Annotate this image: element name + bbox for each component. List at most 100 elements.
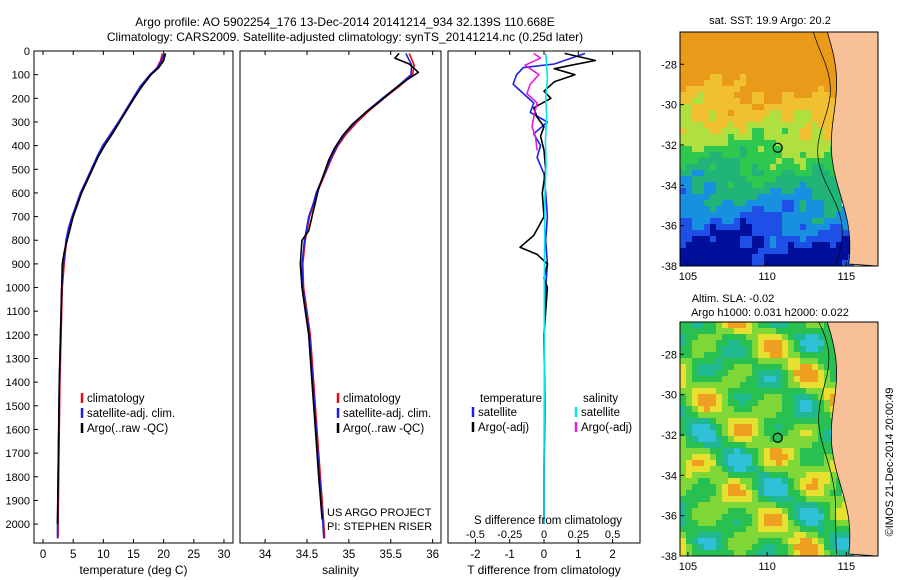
y-tick-label: 100 (12, 70, 30, 82)
series-line-argo-raw-qc- (56, 53, 167, 525)
s-tick-label: 0 (541, 529, 547, 541)
plot-frame (239, 50, 442, 544)
legend-label: Argo(..raw -QC) (343, 423, 424, 435)
x-tick-label: 115 (838, 271, 856, 283)
sst-map-panel: 105 110 115 -28 -30 -32 -34 -36 -38 sat. SST: 19.… (661, 15, 879, 283)
shelf-contour (812, 32, 843, 265)
x-tick-label: 110 (758, 561, 776, 573)
y-tick-label: -36 (661, 511, 677, 523)
s-tick-label: 0.5 (605, 529, 620, 541)
land-area (826, 322, 878, 556)
legend-label: satellite-adj. clim. (343, 408, 431, 420)
y-tick-label: 1400 (6, 377, 30, 389)
y-tick-label: 1900 (6, 495, 30, 507)
title-line-2: Climatology: CARS2009. Satellite-adjuste… (107, 30, 583, 44)
sst-title: sat. SST: 19.9 Argo: 20.2 (709, 15, 831, 27)
x-tick-label: 35 (342, 549, 355, 561)
x-tick-label: 115 (838, 561, 856, 573)
series-line-temperature-satellite (512, 52, 586, 525)
x-tick-label: 110 (758, 271, 776, 283)
s-tick-label: -0.5 (466, 529, 485, 541)
s-tick-label: -0.25 (497, 529, 522, 541)
argo-position-marker (772, 142, 783, 153)
y-tick-label: 1300 (6, 354, 30, 366)
salinity-panel: 34 34.5 35 35.5 36 salinity climatology satelli… (239, 50, 442, 577)
x-tick-label: -1 (505, 549, 515, 561)
legend-label: satellite (581, 407, 620, 419)
y-tick-label: 1700 (6, 448, 30, 460)
y-tick-label: -32 (661, 430, 677, 442)
s-tick-label: 0.25 (568, 529, 589, 541)
temperature-panel: 0 5 10 15 20 25 300100200300400500600700800900… (6, 46, 234, 577)
x-tick-label: 0 (40, 549, 46, 561)
y-tick-label: 0 (24, 46, 30, 58)
x-axis-label: T difference from climatology (467, 563, 621, 577)
x-tick-label: 0 (541, 549, 547, 561)
legend-label: climatology (343, 393, 401, 405)
x-tick-label: 5 (70, 549, 76, 561)
y-tick-label: -30 (661, 390, 677, 402)
y-tick-label: 1100 (6, 306, 30, 318)
legend-label: satellite (478, 407, 517, 419)
legend-label: Argo(..raw -QC) (87, 423, 168, 435)
map-frame (679, 31, 879, 267)
x-tick-label: 30 (218, 549, 231, 561)
x-tick-label: 34.5 (296, 549, 318, 561)
y-tick-label: 500 (12, 164, 30, 176)
map-frame (679, 321, 879, 557)
legend-label: climatology (87, 393, 145, 405)
series-line-salinity-satellite (543, 53, 549, 525)
land-area (826, 32, 878, 266)
y-tick-label: -38 (661, 261, 677, 273)
y-tick-label: 600 (12, 188, 30, 200)
x-axis-label: temperature (deg C) (79, 563, 187, 577)
imos-stamp: ©IMOS 21-Dec-2014 20:00:49 (884, 388, 896, 537)
y-tick-label: 800 (12, 235, 30, 247)
y-tick-label: 1200 (6, 330, 30, 342)
difference-panel: -2 -1 0 1 2 T difference from climatology temp… (447, 50, 641, 577)
y-tick-label: 2000 (6, 519, 30, 531)
y-tick-label: 1000 (6, 283, 30, 295)
x-tick-label: 105 (679, 271, 697, 283)
y-tick-label: -28 (661, 59, 677, 71)
x-tick-label: 105 (679, 561, 697, 573)
shelf-contour (818, 322, 838, 555)
y-tick-label: 900 (12, 259, 30, 271)
x-tick-label: -2 (470, 549, 480, 561)
y-tick-label: -30 (661, 100, 677, 112)
legend-label: Argo(-adj) (581, 422, 632, 434)
credit-line-2: PI: STEPHEN RISER (327, 521, 432, 533)
credit-line-1: US ARGO PROJECT (327, 507, 432, 519)
y-tick-label: 400 (12, 141, 30, 153)
series-line-salinity-argo-adj- (524, 52, 542, 151)
x-tick-label: 35.5 (380, 549, 402, 561)
y-tick-label: -32 (661, 140, 677, 152)
x-tick-label: 1 (575, 549, 581, 561)
y-tick-label: 200 (12, 93, 30, 105)
sla-subtitle: Argo h1000: 0.031 h2000: 0.022 (691, 307, 849, 319)
y-tick-label: 1800 (6, 472, 30, 484)
x-tick-label: 34 (259, 549, 272, 561)
legend-title-temperature: temperature (480, 393, 542, 405)
x-tick-label: 2 (609, 549, 615, 561)
y-tick-label: -34 (661, 470, 677, 482)
legend-title-salinity: salinity (583, 393, 618, 405)
series-line-satellite-adj-clim- (56, 53, 166, 539)
x-tick-label: 10 (97, 549, 110, 561)
x-tick-label: 15 (127, 549, 140, 561)
y-tick-label: -34 (661, 180, 677, 192)
legend-label: satellite-adj. clim. (87, 408, 175, 420)
y-tick-label: 1600 (6, 424, 30, 436)
y-tick-label: 700 (12, 212, 30, 224)
x-tick-label: 25 (187, 549, 200, 561)
x-axis-label: salinity (322, 563, 359, 577)
x-tick-label: 20 (157, 549, 170, 561)
y-tick-label: -36 (661, 221, 677, 233)
argo-position-marker (772, 432, 783, 443)
title-line-1: Argo profile: AO 5902254_176 13-Dec-2014… (135, 15, 554, 29)
x-tick-label: 36 (426, 549, 439, 561)
series-line-climatology (57, 53, 164, 539)
x-axis-label-top: S difference from climatology (474, 515, 622, 527)
sla-title: Altim. SLA: -0.02 (692, 293, 775, 305)
y-tick-label: 300 (12, 117, 30, 129)
